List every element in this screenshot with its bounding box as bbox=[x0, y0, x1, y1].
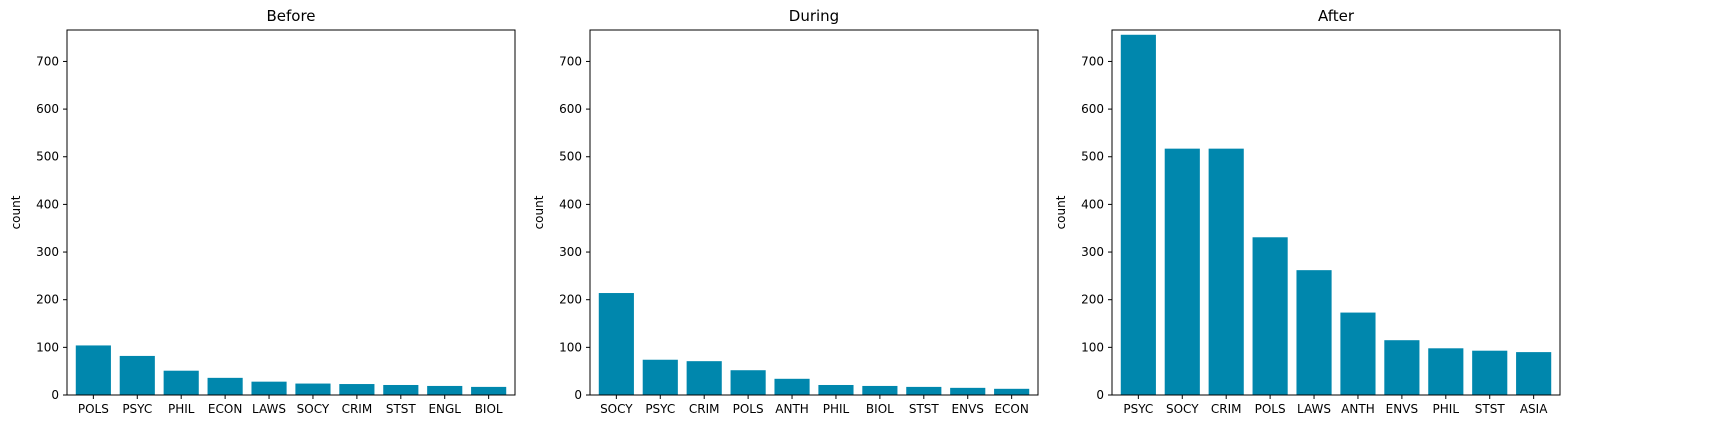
x-tick-label: BIOL bbox=[475, 402, 503, 416]
bar-anth bbox=[774, 378, 810, 395]
y-axis-label: count bbox=[9, 195, 23, 229]
chart-title: During bbox=[789, 7, 839, 25]
bar-crim bbox=[339, 384, 375, 395]
chart-title: After bbox=[1318, 7, 1355, 25]
bar-stst bbox=[1472, 350, 1508, 395]
bar-socy bbox=[295, 383, 331, 395]
y-tick-label: 100 bbox=[559, 340, 582, 354]
bar-asia bbox=[1516, 352, 1552, 395]
x-tick-label: PHIL bbox=[168, 402, 195, 416]
y-tick-label: 500 bbox=[1081, 150, 1104, 164]
bar-pols bbox=[1252, 237, 1288, 395]
bar-engl bbox=[427, 385, 463, 395]
bar-phil bbox=[163, 370, 199, 395]
bar-phil bbox=[818, 384, 854, 395]
y-tick-label: 200 bbox=[1081, 293, 1104, 307]
bar-envs bbox=[950, 387, 986, 395]
y-tick-label: 400 bbox=[36, 197, 59, 211]
bar-pols bbox=[75, 345, 111, 395]
plot-frame bbox=[66, 29, 516, 396]
x-tick-label: ANTH bbox=[1341, 402, 1375, 416]
x-tick-label: CRIM bbox=[342, 402, 373, 416]
y-tick-label: 300 bbox=[36, 245, 59, 259]
bar-psyc bbox=[119, 355, 155, 395]
x-tick-label: CRIM bbox=[1211, 402, 1242, 416]
bar-socy bbox=[598, 293, 634, 395]
bar-econ bbox=[207, 377, 243, 395]
y-tick-label: 0 bbox=[51, 388, 59, 402]
y-axis-label: count bbox=[1054, 195, 1068, 229]
x-tick-label: POLS bbox=[1255, 402, 1286, 416]
bar-pols bbox=[730, 370, 766, 395]
bar-phil bbox=[1428, 348, 1464, 395]
x-tick-label: STST bbox=[909, 402, 940, 416]
y-tick-label: 600 bbox=[1081, 102, 1104, 116]
y-tick-label: 100 bbox=[36, 340, 59, 354]
x-tick-label: STST bbox=[1475, 402, 1506, 416]
x-tick-label: ENVS bbox=[1386, 402, 1418, 416]
y-tick-label: 0 bbox=[1096, 388, 1104, 402]
x-tick-label: PSYC bbox=[1123, 402, 1153, 416]
y-tick-label: 400 bbox=[559, 197, 582, 211]
bar-psyc bbox=[1120, 34, 1156, 396]
bar-psyc bbox=[642, 359, 678, 395]
x-tick-label: PSYC bbox=[122, 402, 152, 416]
x-tick-label: SOCY bbox=[297, 402, 330, 416]
bar-stst bbox=[383, 384, 419, 395]
x-tick-label: ASIA bbox=[1520, 402, 1548, 416]
x-tick-label: ENGL bbox=[428, 402, 461, 416]
y-tick-label: 300 bbox=[559, 245, 582, 259]
bar-laws bbox=[251, 381, 287, 395]
x-tick-label: LAWS bbox=[1297, 402, 1331, 416]
bar-envs bbox=[1384, 340, 1420, 395]
bar-biol bbox=[471, 386, 507, 395]
x-tick-label: ENVS bbox=[952, 402, 984, 416]
chart-panel-1: POLS PSYC PHIL ECON LAWS SOCY CRIM STST ENGL BIOL… bbox=[9, 7, 516, 416]
y-tick-label: 700 bbox=[1081, 54, 1104, 68]
chart-panel-2: SOCY PSYC CRIM POLS ANTH PHIL BIOL STST ENVS ECON… bbox=[532, 7, 1039, 416]
y-tick-label: 200 bbox=[36, 293, 59, 307]
plot-frame bbox=[589, 29, 1039, 396]
bar-laws bbox=[1296, 270, 1332, 395]
y-tick-label: 700 bbox=[559, 54, 582, 68]
x-tick-label: BIOL bbox=[866, 402, 894, 416]
x-tick-label: POLS bbox=[733, 402, 764, 416]
y-tick-label: 600 bbox=[36, 102, 59, 116]
bar-biol bbox=[862, 385, 898, 395]
x-tick-label: SOCY bbox=[1166, 402, 1199, 416]
x-tick-label: ECON bbox=[994, 402, 1028, 416]
x-tick-label: ANTH bbox=[775, 402, 809, 416]
x-tick-label: CRIM bbox=[689, 402, 720, 416]
x-tick-label: SOCY bbox=[600, 402, 633, 416]
y-tick-label: 300 bbox=[1081, 245, 1104, 259]
y-tick-label: 600 bbox=[559, 102, 582, 116]
x-tick-label: PHIL bbox=[1433, 402, 1460, 416]
y-axis-label: count bbox=[532, 195, 546, 229]
bar-crim bbox=[686, 361, 722, 395]
x-tick-label: LAWS bbox=[252, 402, 286, 416]
y-tick-label: 400 bbox=[1081, 197, 1104, 211]
y-tick-label: 500 bbox=[559, 150, 582, 164]
y-tick-label: 200 bbox=[559, 293, 582, 307]
y-tick-label: 700 bbox=[36, 54, 59, 68]
y-tick-label: 100 bbox=[1081, 340, 1104, 354]
chart-panel-3: PSYC SOCY CRIM POLS LAWS ANTH ENVS PHIL STST ASIA… bbox=[1054, 7, 1561, 416]
x-tick-label: PHIL bbox=[823, 402, 850, 416]
y-tick-label: 500 bbox=[36, 150, 59, 164]
chart-title: Before bbox=[266, 7, 315, 25]
x-tick-label: PSYC bbox=[645, 402, 675, 416]
bar-crim bbox=[1208, 148, 1244, 395]
x-tick-label: ECON bbox=[208, 402, 242, 416]
bar-econ bbox=[994, 388, 1030, 395]
bar-stst bbox=[906, 386, 942, 395]
x-tick-label: POLS bbox=[78, 402, 109, 416]
plot-frame bbox=[1111, 29, 1561, 396]
y-tick-label: 0 bbox=[574, 388, 582, 402]
bar-anth bbox=[1340, 312, 1376, 395]
x-tick-label: STST bbox=[386, 402, 417, 416]
bar-socy bbox=[1164, 148, 1200, 395]
